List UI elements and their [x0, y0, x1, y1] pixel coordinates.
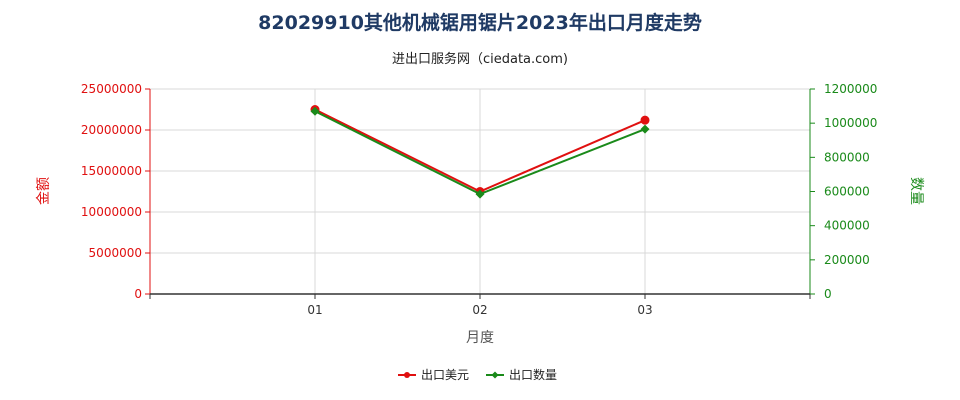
right-tick-label: 1200000 — [824, 82, 877, 96]
left-axis-label: 金额 — [36, 177, 52, 205]
right-axis-ticks: 0 200000 400000 600000 800000 1000000 1200000 — [810, 82, 877, 301]
data-point-value — [640, 115, 650, 125]
series-group — [310, 105, 650, 199]
legend-item-1[interactable]: 出口美元 — [398, 368, 469, 382]
legend-marker — [491, 371, 499, 379]
legend-item-2[interactable]: 出口数量 — [486, 367, 557, 382]
left-tick-label: 10000000 — [81, 205, 142, 219]
chart-subtitle: 进出口服务网（ciedata.com) — [391, 52, 568, 67]
legend-label: 出口美元 — [421, 368, 469, 382]
left-tick-label: 25000000 — [81, 82, 142, 96]
left-tick-label: 5000000 — [89, 246, 142, 260]
right-tick-label: 400000 — [824, 219, 870, 233]
left-axis-ticks: 0 5000000 10000000 15000000 20000000 25000000 — [81, 82, 150, 301]
right-tick-label: 0 — [824, 287, 832, 301]
left-tick-label: 20000000 — [81, 123, 142, 137]
x-axis-label: 月度 — [466, 330, 494, 346]
right-tick-label: 600000 — [824, 185, 870, 199]
data-point-quantity — [640, 124, 650, 134]
right-tick-label: 1000000 — [824, 116, 877, 130]
right-axis-label: 数量 — [908, 177, 924, 205]
x-tick-label: 01 — [307, 303, 322, 317]
legend-marker — [404, 372, 410, 378]
right-tick-label: 800000 — [824, 150, 870, 164]
x-tick-label: 02 — [472, 303, 487, 317]
legend[interactable]: 出口美元 出口数量 — [398, 367, 557, 382]
left-tick-label: 15000000 — [81, 164, 142, 178]
legend-label: 出口数量 — [509, 367, 557, 382]
chart-title: 82029910其他机械锯用锯片2023年出口月度走势 — [258, 12, 702, 34]
x-axis-ticks: 01 02 03 — [149, 294, 811, 317]
data-point-quantity — [475, 189, 485, 199]
data-point-quantity — [310, 106, 320, 116]
x-tick-label: 03 — [637, 303, 652, 317]
left-tick-label: 0 — [134, 287, 142, 301]
right-tick-label: 200000 — [824, 253, 870, 267]
